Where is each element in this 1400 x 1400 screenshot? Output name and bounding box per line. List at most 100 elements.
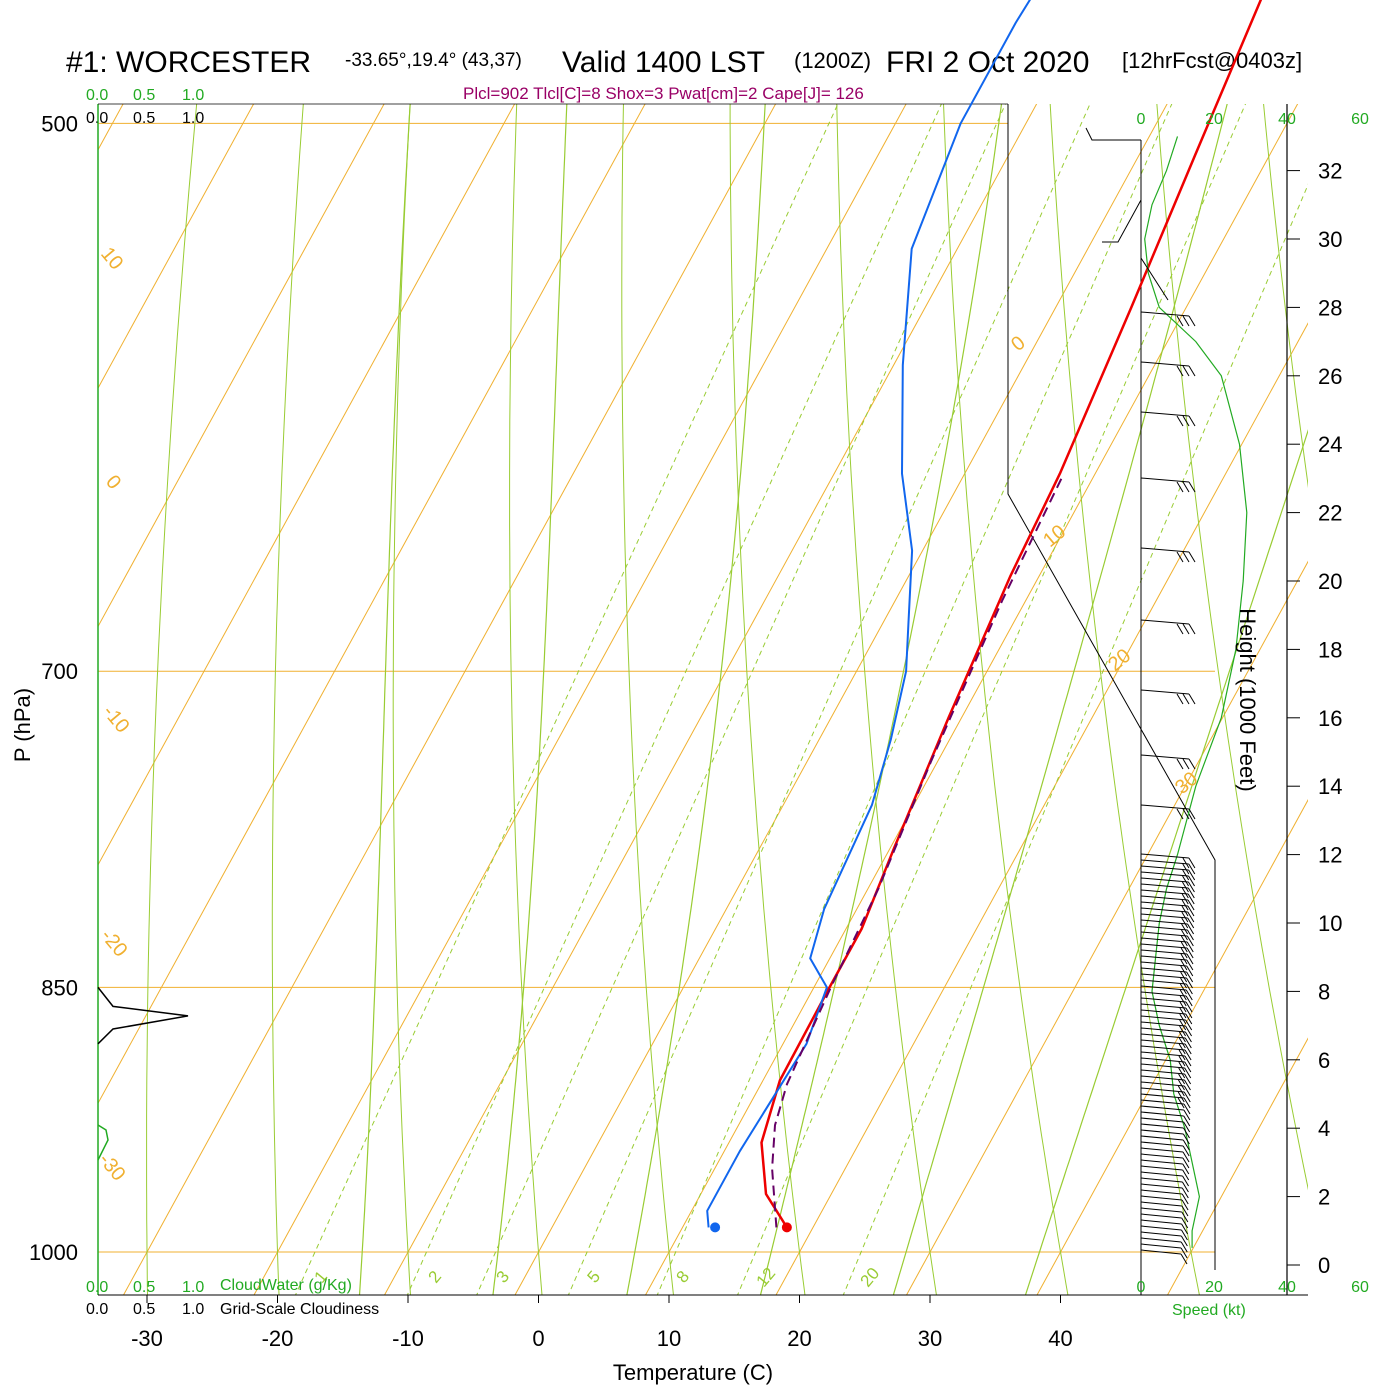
cloudiness-profile	[97, 986, 189, 1161]
wind-barb-staff	[1140, 925, 1188, 931]
moist-adiabat	[492, 104, 568, 1295]
wind-barb-feather	[1188, 869, 1196, 881]
wind-barb-feather	[1180, 941, 1188, 953]
wind-barb-feather	[1182, 1139, 1190, 1151]
wind-barb-feather	[1188, 758, 1196, 770]
height-tick-label: 24	[1318, 432, 1342, 457]
wind-barb-staff	[1140, 991, 1187, 997]
temperature-trace	[760, 0, 1263, 1229]
wind-barb-feather	[1178, 1043, 1186, 1055]
wind-barb-staff	[1140, 1171, 1183, 1177]
wind-barb-staff	[1140, 871, 1189, 877]
wind-barb-staff	[1140, 877, 1189, 883]
isotherm-line	[644, 104, 1299, 1295]
wind-barb-staff	[1102, 199, 1142, 243]
mixratio-label: 3	[493, 1267, 514, 1286]
bottom-legend: 0.0 0.5 1.0 CloudWater (g/Kg) 0.0 0.5 1.…	[86, 1277, 379, 1318]
wind-barb-feather	[1177, 1085, 1185, 1097]
wind-barb-feather	[1188, 875, 1195, 887]
wind-barb-feather	[1187, 905, 1195, 917]
isotherm-label: -30	[94, 1149, 129, 1185]
moist-adiabat	[759, 104, 1003, 1295]
wind-barb-feather	[1187, 899, 1195, 911]
moist-adiabat	[358, 104, 411, 1295]
wind-barb-staff	[1140, 754, 1190, 760]
wind-barb-staff	[1140, 1093, 1185, 1099]
isotherm-line	[905, 560, 1308, 1295]
wind-barb-feather	[1185, 1025, 1192, 1037]
sounding-indices: Plcl=902 Tlcl[C]=8 Shox=3 Pwat[cm]=2 Cap…	[463, 84, 864, 103]
wind-barb-feather	[1181, 1205, 1189, 1217]
height-tick-label: 8	[1318, 979, 1330, 1004]
wind-barb-feather	[1180, 977, 1187, 989]
wind-barb-feather	[1184, 1055, 1192, 1067]
wind-barb-feather	[1181, 899, 1189, 911]
mixing-ratio-labels: 1 2 3 5 8 12 20	[311, 1264, 884, 1291]
wind-barb-feather	[1183, 1085, 1191, 1097]
wind-barb-feather	[1178, 1061, 1186, 1073]
wind-barb-staff	[1140, 1039, 1186, 1045]
cloudiness-tick: 0.0	[86, 1301, 108, 1318]
isotherm-line	[0, 0, 245, 1347]
pressure-tick-label: 500	[41, 111, 78, 136]
wind-barb-feather	[1182, 693, 1190, 705]
wind-barb-feather	[1179, 983, 1187, 995]
wind-barb-feather	[1188, 365, 1196, 377]
wind-barb-staff	[1140, 1111, 1184, 1117]
isotherm-line	[383, 104, 1038, 1295]
top-green-tick-1: 0.5	[133, 87, 155, 104]
isotherm-line	[98, 104, 385, 628]
pressure-tick-label: 1000	[29, 1240, 78, 1265]
wind-barb-feather	[1182, 415, 1190, 427]
wind-barb-feather	[1183, 1127, 1190, 1139]
wind-barb-staff	[1140, 997, 1187, 1003]
dry-adiabat	[146, 104, 198, 1295]
isotherm-label: 10	[1039, 521, 1070, 552]
wind-barb-feather	[1181, 917, 1189, 929]
mixing-ratio-line	[737, 104, 1247, 1295]
wind-barb-staff	[1140, 937, 1188, 943]
wind-barb-feather	[1185, 1007, 1193, 1019]
moist-adiabat	[1024, 429, 1308, 1295]
wind-barb-staff	[1140, 1201, 1183, 1207]
wind-barb-feather	[1179, 989, 1187, 1001]
wind-barb-staff	[1140, 943, 1188, 949]
wind-barb-feather	[1187, 917, 1195, 929]
wind-barb-feather	[1181, 1193, 1189, 1205]
wind-barb-staff	[1140, 1123, 1184, 1129]
wind-barb-staff	[1140, 1243, 1182, 1249]
wind-barb-feather	[1180, 965, 1188, 977]
wind-barb-feather	[1184, 1067, 1192, 1079]
wind-barb-staff	[1140, 1087, 1185, 1093]
wind-barb-staff	[1140, 311, 1190, 317]
wind-barb-feather	[1180, 1247, 1188, 1259]
wind-barb-feather	[1186, 941, 1194, 953]
wind-barb-feather	[1184, 1043, 1192, 1055]
wind-barb-feather	[1181, 911, 1189, 923]
isotherm-label: 0	[101, 471, 125, 494]
cloudiness-tick: 0.5	[133, 1301, 155, 1318]
wind-barb-feather	[1184, 1079, 1191, 1091]
wind-barb-feather	[1179, 1013, 1187, 1025]
height-tick-label: 12	[1318, 843, 1342, 868]
wind-barb-staff	[1140, 1015, 1186, 1021]
wind-barb-feather	[1183, 1097, 1191, 1109]
temperature-tick-label: -30	[131, 1326, 163, 1351]
wind-barb-staff	[1140, 1081, 1185, 1087]
wind-barb-feather	[1180, 1241, 1188, 1253]
isotherm-line	[1166, 1037, 1308, 1295]
wind-barb-staff	[1140, 477, 1190, 483]
wind-barb-feather	[1180, 953, 1188, 965]
speed-axis-label: Speed (kt)	[1172, 1302, 1246, 1319]
wind-barb-staff	[1140, 967, 1187, 973]
height-tick-label: 28	[1318, 295, 1342, 320]
wind-barb-feather	[1183, 1115, 1191, 1127]
wind-barb-feather	[1187, 893, 1195, 905]
isotherm-label: 10	[96, 243, 127, 274]
wind-barb-feather	[1188, 481, 1196, 493]
wind-barb-feather	[1182, 365, 1190, 377]
top-cloudwater-scale: 0.0 0.5 1.0	[86, 87, 204, 104]
wind-barb-feather	[1182, 1163, 1190, 1175]
wind-barb-staff	[1140, 949, 1188, 955]
speed-bottom-tick: 40	[1278, 1279, 1296, 1296]
